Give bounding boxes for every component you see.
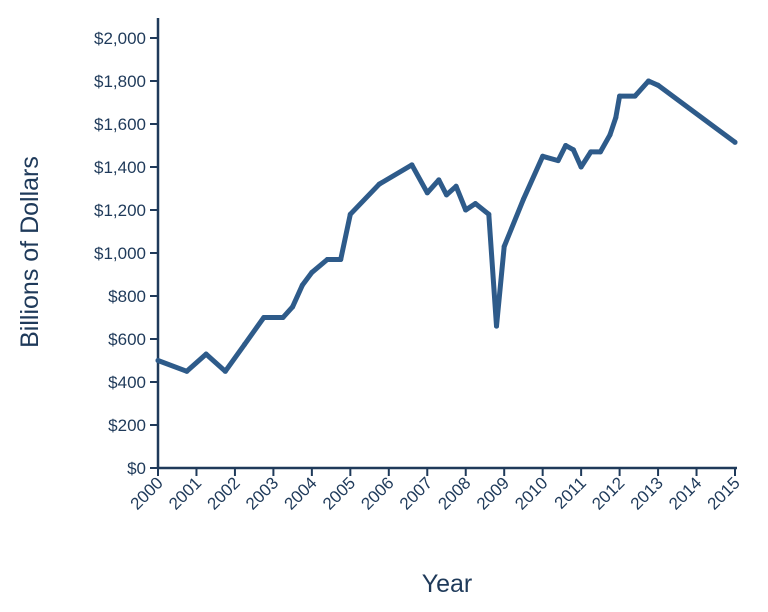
data-point [617, 93, 623, 99]
data-point [570, 147, 576, 153]
data-point [436, 177, 442, 183]
x-axis-ticks: 2000200120022003200420052006200720082009… [127, 468, 744, 514]
data-point [309, 269, 315, 275]
x-tick-label: 2011 [551, 473, 590, 512]
x-tick-label: 2003 [242, 473, 282, 513]
data-point [155, 358, 161, 363]
data-point [563, 143, 569, 148]
data-point [376, 181, 382, 187]
data-point [203, 351, 209, 357]
y-tick-label: $600 [108, 330, 146, 349]
x-tick-label: 2010 [511, 473, 551, 513]
data-point [732, 139, 738, 145]
data-point [444, 192, 449, 198]
data-point [613, 115, 619, 121]
data-point [424, 190, 430, 196]
y-axis-ticks: $0 $200 $400 $600 $800 $1,000 $1,200 $1,400 $1,6… [94, 29, 158, 478]
data-point [520, 196, 526, 202]
data-point [607, 132, 613, 138]
x-tick-label: 2013 [627, 473, 667, 513]
x-tick-label: 2014 [665, 473, 705, 513]
x-tick-label: 2002 [204, 473, 244, 513]
data-point [347, 211, 353, 217]
data-point [324, 257, 330, 262]
y-tick-label: $1,000 [94, 244, 146, 263]
y-axis-title: Billions of Dollars [16, 156, 44, 348]
x-tick-label: 2007 [396, 473, 436, 513]
x-tick-label: 2015 [704, 473, 744, 513]
data-point [222, 368, 228, 374]
data-point [299, 282, 305, 288]
x-tick-label: 2009 [473, 473, 513, 513]
y-tick-label: $1,400 [94, 158, 146, 177]
data-point [338, 257, 344, 262]
y-tick-label: $800 [108, 287, 146, 306]
series-line [155, 78, 738, 374]
x-tick-label: 2005 [319, 473, 359, 513]
y-tick-label: $0 [127, 459, 146, 478]
y-tick-label: $200 [108, 416, 146, 435]
data-point [453, 183, 459, 189]
y-tick-label: $2,000 [94, 29, 146, 48]
x-tick-label: 2012 [588, 473, 628, 513]
x-tick-label: 2004 [281, 473, 321, 513]
x-tick-label: 2008 [434, 473, 474, 513]
data-point [472, 201, 478, 207]
data-point [501, 244, 507, 249]
data-point [409, 162, 415, 168]
data-point [632, 93, 638, 99]
data-point [184, 368, 190, 374]
data-point [261, 315, 267, 320]
data-point [597, 149, 603, 155]
data-point [646, 78, 651, 84]
data-point [578, 164, 584, 170]
data-point [588, 149, 594, 155]
x-tick-label: 2001 [165, 473, 205, 513]
x-tick-label: 2000 [127, 473, 167, 513]
x-axis-title: Year [422, 570, 473, 598]
data-point [555, 158, 561, 164]
y-tick-label: $1,800 [94, 72, 146, 91]
data-point [486, 211, 492, 217]
data-point [290, 304, 296, 310]
y-tick-label: $1,200 [94, 201, 146, 220]
data-point [540, 153, 546, 159]
data-point [463, 207, 469, 213]
series-group [155, 78, 738, 374]
y-tick-label: $400 [108, 373, 146, 392]
data-point [242, 341, 248, 347]
data-point [494, 323, 499, 329]
data-point [655, 82, 661, 88]
x-tick-label: 2006 [357, 473, 397, 513]
y-tick-label: $1,600 [94, 115, 146, 134]
data-point [280, 315, 286, 320]
